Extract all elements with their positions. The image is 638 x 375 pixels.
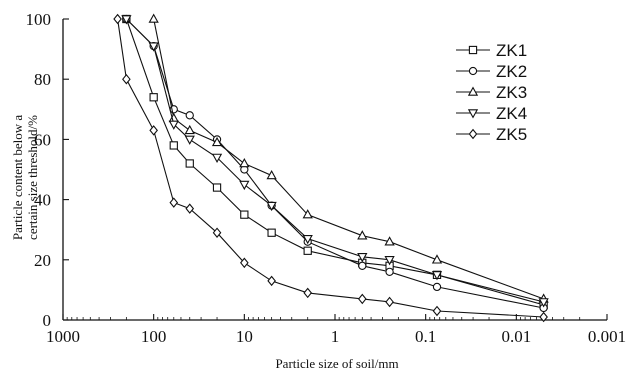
y-tick-label: 0 (43, 311, 52, 330)
x-tick-label: 1000 (46, 327, 80, 346)
y-tick-label: 100 (26, 10, 52, 29)
data-point (185, 111, 194, 120)
data-point (384, 256, 395, 266)
data-point (539, 311, 548, 323)
data-point (385, 267, 394, 276)
data-point (148, 42, 159, 52)
data-point (302, 234, 313, 245)
legend-item-zk1: ZK1 (456, 41, 527, 60)
series-line (126, 18, 544, 309)
data-point (185, 159, 194, 168)
data-point (357, 253, 368, 263)
x-tick-label: 0.01 (501, 327, 531, 346)
y-tick-label: 60 (34, 130, 51, 149)
y-axis-label-line: certain size threshold/% (25, 115, 40, 240)
data-point (184, 135, 195, 145)
legend-label: ZK2 (496, 62, 527, 81)
x-tick-label: 0.1 (415, 327, 436, 346)
legend-label: ZK3 (496, 83, 527, 102)
data-point (384, 236, 395, 246)
data-point (149, 125, 158, 136)
legend: ZK1 ZK2 ZK3 ZK4 ZK5 (456, 41, 527, 144)
data-point (212, 183, 222, 192)
data-point (385, 296, 394, 308)
data-point (184, 124, 195, 135)
data-point (467, 109, 479, 119)
data-point (302, 209, 313, 219)
data-point (468, 66, 478, 76)
y-tick-label: 20 (34, 251, 51, 270)
series-zk1 (122, 14, 548, 310)
data-point (468, 45, 478, 55)
data-point (168, 120, 179, 130)
data-point (303, 287, 313, 299)
series-zk4 (121, 15, 549, 308)
data-point (240, 210, 249, 219)
series-layer (113, 13, 549, 323)
data-point (239, 180, 250, 191)
data-point (358, 261, 367, 270)
series-zk5 (113, 13, 548, 323)
data-point (169, 197, 179, 208)
x-tick-label: 0.001 (588, 327, 626, 346)
data-point (122, 73, 131, 85)
series-zk3 (148, 13, 549, 303)
data-point (431, 271, 443, 281)
legend-label: ZK1 (496, 41, 527, 60)
data-point (267, 275, 276, 287)
data-point (267, 228, 276, 237)
data-point (432, 305, 442, 317)
data-point (467, 86, 479, 96)
y-axis-label-text: Particle content below acertain size thr… (10, 115, 40, 240)
x-axis-label: Particle size of soil/mm (275, 356, 398, 371)
data-point (212, 227, 222, 238)
legend-label: ZK4 (496, 104, 527, 123)
data-point (357, 230, 368, 240)
data-point (113, 13, 122, 25)
x-tick-label: 100 (141, 327, 167, 346)
data-point (121, 15, 132, 25)
data-point (468, 128, 478, 140)
y-axis-label: Particle content below acertain size thr… (10, 115, 40, 240)
data-point (149, 93, 158, 102)
data-point (169, 141, 178, 150)
legend-item-zk4: ZK4 (456, 104, 527, 123)
series-line (117, 18, 544, 318)
data-point (185, 203, 195, 214)
legend-item-zk5: ZK5 (456, 125, 527, 144)
legend-item-zk2: ZK2 (456, 62, 527, 81)
x-tick-label: 1 (331, 327, 340, 346)
data-point (431, 254, 443, 264)
data-point (538, 298, 549, 308)
legend-label: ZK5 (496, 125, 527, 144)
legend-item-zk3: ZK3 (456, 83, 527, 102)
data-point (303, 246, 312, 255)
y-tick-label: 40 (34, 191, 51, 210)
data-point (148, 13, 159, 23)
data-point (266, 169, 277, 180)
data-point (239, 157, 250, 168)
data-point (211, 136, 223, 147)
series-line (125, 18, 544, 306)
data-point (211, 153, 223, 163)
data-point (168, 112, 179, 123)
y-axis-label-line: Particle content below a (10, 115, 25, 240)
x-tick-label: 10 (236, 327, 253, 346)
data-point (432, 282, 442, 292)
y-tick-label: 80 (34, 70, 51, 89)
data-point (240, 257, 249, 269)
data-point (357, 293, 367, 305)
series-line (126, 18, 544, 303)
axes: 1000 100 10 1 0.1 0.01 0.001 0 20 40 60 80 100 (26, 10, 627, 346)
series-line (153, 18, 544, 300)
data-point (266, 201, 277, 212)
